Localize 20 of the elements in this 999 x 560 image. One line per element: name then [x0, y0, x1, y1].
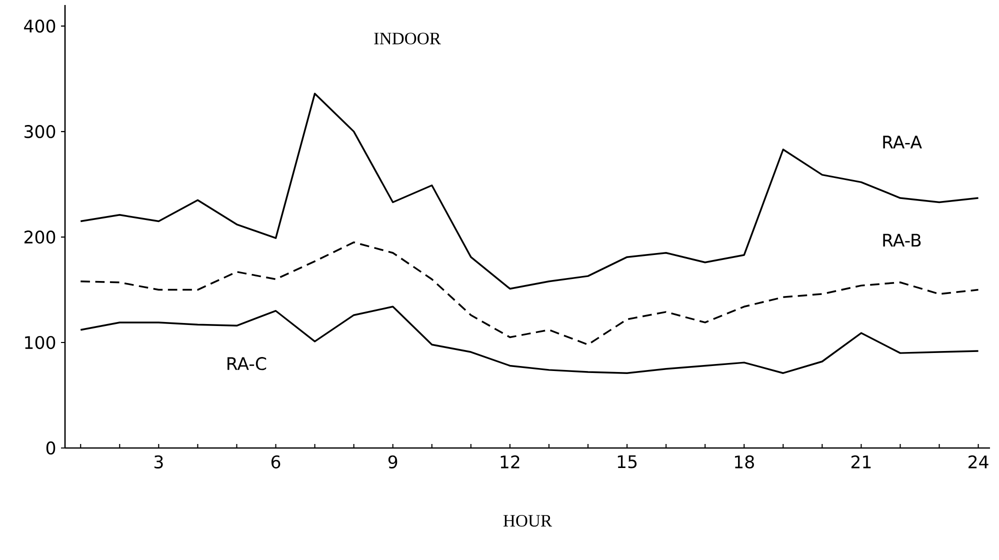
text: RA-A — [883, 136, 922, 148]
y-tick-label: 400 — [24, 20, 56, 33]
y-tick-label: 100 — [25, 336, 56, 350]
series-label: RA-C — [228, 357, 266, 370]
y-tick-label: 300 — [24, 125, 56, 138]
y-tick-label: 0 — [46, 441, 56, 455]
x-tick-label: 15 — [618, 455, 637, 468]
line-series — [80, 92, 980, 290]
x-tick-label: 9 — [388, 455, 398, 468]
x-tick-label: 6 — [271, 455, 280, 468]
x-tick-label: 3 — [154, 455, 163, 468]
text: RA-B — [883, 234, 921, 247]
line-series — [80, 306, 980, 374]
x-axis-title: HOUR — [503, 514, 552, 527]
x-tick-label: 18 — [734, 455, 754, 468]
x-tick-label: 24 — [968, 455, 988, 468]
x-tick-label: 12 — [500, 455, 520, 468]
text: INDOOR — [374, 32, 441, 44]
x-tick-label: 21 — [851, 455, 871, 468]
y-tick-label: 200 — [24, 230, 56, 244]
